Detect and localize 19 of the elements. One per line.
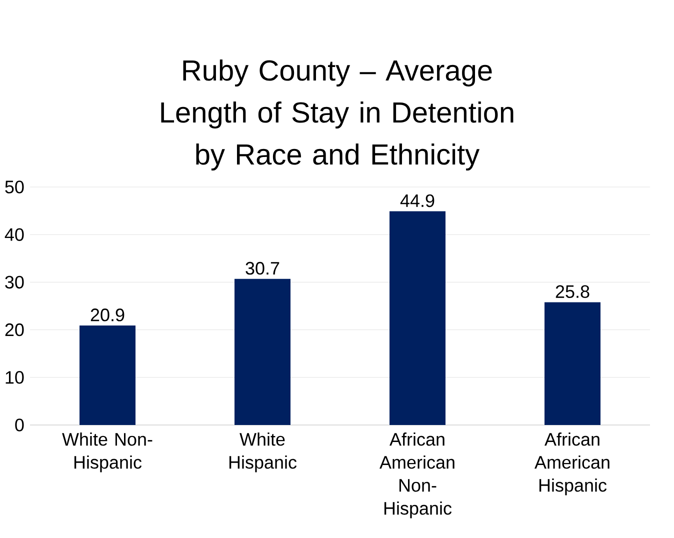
x-tick-label: African American Hispanic: [534, 432, 610, 496]
x-tick-label: African American Non-Hispanic: [380, 432, 454, 518]
y-tick-label: 50: [5, 180, 24, 194]
chart-title: Ruby County – Average Length of Stay in Detention by Race and Ethnicity: [161, 59, 514, 171]
data-label: 25.8: [556, 285, 590, 298]
y-tick-label: 0: [15, 418, 24, 432]
y-tick-label: 10: [6, 371, 24, 384]
y-tick-label: 20: [5, 323, 24, 336]
y-tick-label: 30: [5, 276, 24, 289]
data-label: 44.9: [400, 194, 434, 208]
data-label: 30.7: [246, 262, 280, 275]
x-tick-label: White Non-Hispanic: [62, 432, 152, 472]
bar: [80, 326, 136, 425]
x-tick-label: White Hispanic: [229, 432, 297, 472]
bar: [234, 278, 291, 425]
bar: [544, 302, 600, 425]
bar: [390, 211, 446, 425]
data-label: 20.9: [90, 308, 124, 322]
y-tick-label: 40: [4, 228, 24, 241]
